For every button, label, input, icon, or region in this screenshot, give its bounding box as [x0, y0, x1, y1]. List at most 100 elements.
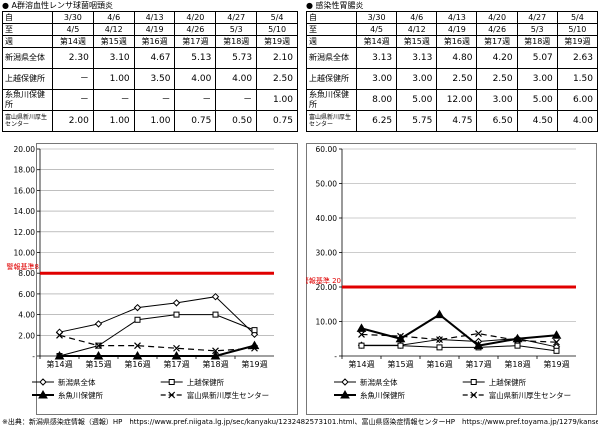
legend-marker [168, 379, 175, 385]
table-cell: 3.00 [355, 68, 398, 90]
data-table: 自 3/30 4/6 4/13 4/20 4/27 5/4 至 4/5 4/12… [306, 11, 599, 132]
y-tick-label: 6.00 [18, 290, 35, 299]
start-date: 4/27 [215, 11, 258, 24]
data-point [173, 344, 180, 352]
panel-gastro: ● 感染性胃腸炎 自 3/30 4/6 4/13 4/20 4/27 5/4 至… [306, 0, 599, 132]
end-date: 5/10 [256, 23, 298, 36]
legend-label: 新潟県全体 [360, 377, 398, 387]
end-date: 4/12 [396, 23, 438, 36]
data-point [210, 350, 221, 360]
row-label: 新潟県全体 [306, 47, 357, 69]
y-tick-label: 10.00 [14, 249, 36, 258]
panel-strep: ● A群溶血性レンサ球菌咽頭炎 自 3/30 4/6 4/13 4/20 4/2… [2, 0, 298, 132]
table-cell: 2.50 [256, 68, 298, 90]
table-cell: 4.20 [476, 47, 518, 69]
data-point [133, 303, 142, 312]
data-point [514, 342, 521, 349]
line-chart-strep: - 2.00 4.00 6.00 8.00 10.00 12.00 14.00 16.00 18.… [7, 143, 298, 415]
data-table: 自 3/30 4/6 4/13 4/20 4/27 5/4 至 4/5 4/12… [2, 11, 298, 132]
data-point [434, 309, 445, 319]
start-date: 4/27 [516, 11, 558, 24]
panel-title: ● 感染性胃腸炎 [306, 1, 364, 10]
start-date: 3/30 [355, 11, 398, 24]
table-cell: 8.00 [355, 89, 398, 111]
table-cell: － [52, 68, 94, 90]
x-tick-label: 第16週 [426, 359, 452, 369]
week-label: 第17週 [174, 35, 217, 48]
table-cell: 6.00 [556, 89, 599, 111]
x-tick-label: 第18週 [202, 359, 228, 369]
series-line [59, 296, 255, 335]
data-point [134, 316, 141, 323]
series-line [361, 332, 557, 343]
data-point [95, 342, 102, 350]
head-label: 週 [2, 35, 53, 48]
data-point [173, 311, 180, 318]
end-date: 4/12 [92, 23, 135, 36]
table-cell: 3.10 [92, 47, 135, 69]
y-tick-label: 4.00 [18, 311, 35, 320]
y-tick-label: 20.00 [14, 145, 36, 154]
row-label: 糸魚川保健所 [2, 89, 53, 111]
start-date: 5/4 [256, 11, 298, 24]
table-cell: 4.50 [516, 110, 558, 132]
table-cell: 5.75 [396, 110, 438, 132]
legend-label: 上越保健所 [489, 377, 527, 387]
data-point [94, 320, 103, 328]
data-point [358, 342, 365, 349]
table-cell: 0.75 [256, 110, 298, 132]
row-label: 上越保健所 [2, 68, 53, 90]
data-point [475, 330, 482, 337]
series-line [361, 345, 557, 352]
chart-frame [306, 143, 597, 415]
end-date: 4/19 [436, 23, 478, 36]
y-tick-label: 30.00 [316, 249, 338, 258]
data-point [251, 327, 258, 334]
series-line [59, 334, 255, 352]
row-label: 富山県新川厚生センター [2, 110, 53, 132]
week-label: 第15週 [396, 35, 438, 48]
data-point [551, 330, 562, 339]
legend-marker [341, 378, 349, 386]
y-tick-label: 2.00 [18, 331, 35, 340]
week-label: 第14週 [52, 35, 94, 48]
table-cell: 2.00 [52, 110, 94, 132]
table-cell: 2.50 [476, 68, 518, 90]
data-point [436, 344, 443, 351]
y-tick-label: - [334, 352, 337, 361]
table-cell: 5.73 [215, 47, 258, 69]
data-point [171, 350, 182, 360]
head-label: 週 [306, 35, 357, 48]
table-cell: 5.00 [396, 89, 438, 111]
table-cell: 1.50 [556, 68, 599, 90]
table-cell: 3.00 [516, 68, 558, 90]
x-tick-label: 第17週 [465, 359, 491, 369]
legend-marker [38, 389, 48, 399]
y-tick-label: 18.00 [14, 166, 36, 175]
y-tick-label: - [32, 352, 35, 361]
data-point [212, 311, 219, 318]
table-cell: 4.00 [215, 68, 258, 90]
table-cell: － [52, 89, 94, 111]
start-date: 4/13 [436, 11, 478, 24]
table-cell: 1.00 [133, 110, 176, 132]
row-label: 上越保健所 [306, 68, 357, 90]
alert-threshold-label: 警報基準 20 [306, 276, 341, 285]
x-tick-label: 第19週 [543, 359, 569, 369]
legend-label: 新潟県全体 [58, 377, 96, 387]
x-tick-label: 第15週 [85, 359, 111, 369]
x-tick-label: 第19週 [241, 359, 267, 369]
row-label: 新潟県全体 [2, 47, 53, 69]
week-label: 第15週 [92, 35, 135, 48]
week-label: 第14週 [355, 35, 398, 48]
legend-label: 上越保健所 [187, 377, 225, 387]
week-label: 第19週 [256, 35, 298, 48]
series-line [361, 313, 557, 347]
week-label: 第19週 [556, 35, 599, 48]
data-point [54, 350, 65, 360]
start-date: 5/4 [556, 11, 599, 24]
legend-label: 糸魚川保健所 [360, 390, 405, 400]
series-line [59, 344, 255, 357]
y-tick-label: 60.00 [316, 145, 338, 154]
legend-label: 富山県新川厚生センター [489, 390, 572, 400]
